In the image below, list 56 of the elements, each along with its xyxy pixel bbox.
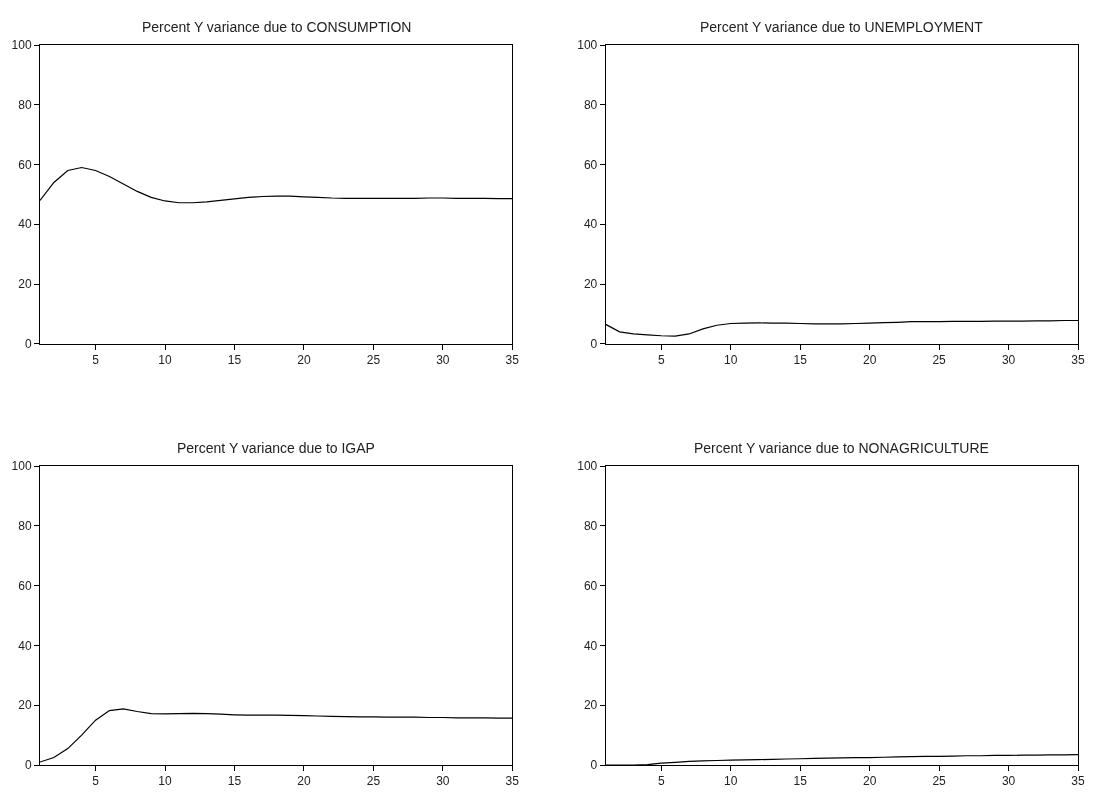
y-tick-label: 40 <box>18 217 32 232</box>
y-tick-label: 60 <box>583 578 598 593</box>
y-tick-label: 20 <box>18 698 32 713</box>
y-tick-label: 80 <box>583 519 598 534</box>
y-tick-label: 0 <box>24 758 32 773</box>
x-tick-label: 10 <box>724 774 738 789</box>
x-tick-label: 5 <box>657 353 665 368</box>
x-tick-label: 35 <box>505 353 520 368</box>
y-tick-label: 60 <box>18 157 32 172</box>
y-tick-label: 20 <box>583 698 598 713</box>
chart-title: Percent Y variance due to UNEMPLOYMENT <box>700 19 984 35</box>
y-tick-label: 100 <box>11 459 32 474</box>
x-tick-label: 20 <box>862 353 877 368</box>
chart-title: Percent Y variance due to NONAGRICULTURE <box>694 440 989 456</box>
x-tick-label: 20 <box>862 774 877 789</box>
y-tick-label: 20 <box>18 277 32 292</box>
x-tick-label: 5 <box>92 353 100 368</box>
y-tick-label: 60 <box>18 578 32 593</box>
x-tick-label: 20 <box>297 774 311 789</box>
y-tick-label: 20 <box>583 277 598 292</box>
x-tick-label: 15 <box>227 774 242 789</box>
x-tick-label: 35 <box>505 774 520 789</box>
x-tick-label: 25 <box>932 774 947 789</box>
x-tick-label: 15 <box>227 353 242 368</box>
x-tick-label: 15 <box>793 774 808 789</box>
y-tick-label: 0 <box>590 758 598 773</box>
y-tick-label: 80 <box>18 519 32 534</box>
y-tick-label: 100 <box>11 38 32 53</box>
x-tick-label: 10 <box>724 353 738 368</box>
x-tick-label: 25 <box>366 774 381 789</box>
x-tick-label: 10 <box>158 774 173 789</box>
x-tick-label: 30 <box>436 774 450 789</box>
x-tick-label: 5 <box>92 774 100 789</box>
chart-title: Percent Y variance due to IGAP <box>177 440 375 456</box>
y-tick-label: 40 <box>583 638 598 653</box>
y-tick-label: 60 <box>583 157 598 172</box>
y-tick-label: 80 <box>583 97 598 112</box>
x-tick-label: 35 <box>1071 353 1085 368</box>
y-tick-label: 80 <box>18 97 32 112</box>
x-tick-label: 20 <box>297 353 311 368</box>
x-tick-label: 10 <box>158 353 173 368</box>
y-tick-label: 0 <box>590 337 598 351</box>
chart-title: Percent Y variance due to CONSUMPTION <box>142 19 412 35</box>
x-tick-label: 30 <box>1001 353 1016 368</box>
x-tick-label: 30 <box>436 353 450 368</box>
x-tick-label: 5 <box>657 774 665 789</box>
x-tick-label: 35 <box>1071 774 1085 789</box>
y-tick-label: 40 <box>583 217 598 232</box>
y-tick-label: 100 <box>577 459 598 474</box>
x-tick-label: 25 <box>366 353 381 368</box>
y-tick-label: 40 <box>18 638 32 653</box>
x-tick-label: 25 <box>932 353 947 368</box>
x-tick-label: 15 <box>793 353 808 368</box>
y-tick-label: 0 <box>24 337 32 351</box>
x-tick-label: 30 <box>1001 774 1016 789</box>
y-tick-label: 100 <box>577 38 598 53</box>
